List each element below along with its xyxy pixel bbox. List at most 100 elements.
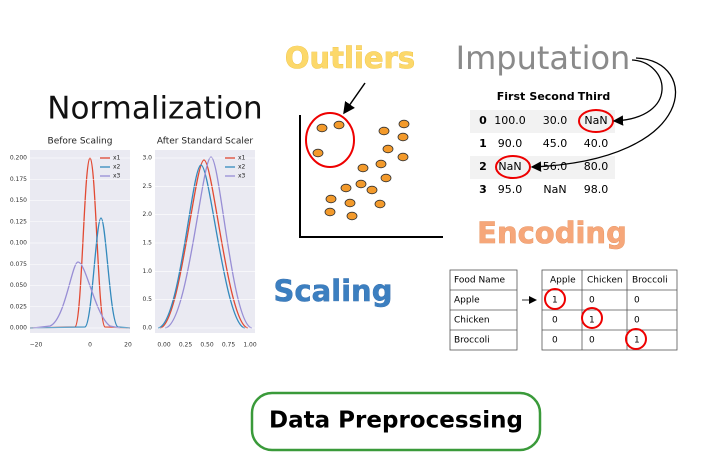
table-header: Apple xyxy=(550,276,576,286)
scatter-dots xyxy=(312,119,410,221)
table-header: Chicken xyxy=(587,276,623,286)
table-cell: Broccoli xyxy=(454,336,490,346)
table-header: Food Name xyxy=(454,276,505,286)
y-tick-label: 0.200 xyxy=(10,155,27,162)
table-cell: 0 xyxy=(479,114,487,127)
density-curve xyxy=(157,164,246,329)
plot-frame xyxy=(30,150,130,333)
x-tick-label: −20 xyxy=(30,342,43,349)
x-tick-label: 0.50 xyxy=(200,342,214,349)
table-cell: 3 xyxy=(479,183,487,196)
scatter-dot xyxy=(340,183,352,193)
scatter-dot xyxy=(346,211,358,221)
y-tick-label: 0.100 xyxy=(10,240,27,247)
arrow xyxy=(343,82,366,115)
scatter-dot xyxy=(312,148,324,158)
section-label: Encoding xyxy=(477,216,627,250)
highlight-circle xyxy=(495,155,531,179)
scatter-dot xyxy=(357,163,369,173)
legend-label: x1 xyxy=(113,155,121,162)
table-cell: 1 xyxy=(479,137,487,150)
legend-label: x2 xyxy=(113,164,121,171)
table-header: Broccoli xyxy=(632,276,668,286)
scatter-dot xyxy=(366,185,378,195)
y-tick-label: 0.175 xyxy=(10,176,27,183)
table-cell: 0 xyxy=(589,296,595,306)
scatter-dot xyxy=(324,207,336,217)
scatter-dot xyxy=(397,152,409,162)
x-tick-label: 1.00 xyxy=(243,342,257,349)
highlight-circle xyxy=(625,328,647,350)
y-tick-label: 2.5 xyxy=(142,183,152,190)
scatter-dot xyxy=(378,126,390,136)
section-label: Normalization xyxy=(47,91,262,127)
table-cell: 0 xyxy=(589,336,595,346)
table-cell: Chicken xyxy=(454,316,490,326)
y-tick-label: 1.0 xyxy=(142,268,152,275)
table-cell: 95.0 xyxy=(498,183,523,196)
y-tick-label: 0.150 xyxy=(10,197,27,204)
scatter-dot xyxy=(355,179,367,189)
table-cell: 0 xyxy=(634,316,640,326)
x-tick-label: 0.00 xyxy=(157,342,171,349)
legend-label: x1 xyxy=(238,155,246,162)
table-cell: 1 xyxy=(552,296,558,306)
table-cell: 98.0 xyxy=(584,183,609,196)
density-curve xyxy=(32,261,121,329)
scatter-dot xyxy=(397,132,409,142)
y-tick-label: 3.0 xyxy=(142,155,152,162)
plot-title: After Standard Scaler xyxy=(157,137,253,147)
scatter-dot xyxy=(325,194,337,204)
y-tick-label: 0.075 xyxy=(10,261,27,268)
scatter-dot xyxy=(380,173,392,183)
legend-label: x3 xyxy=(113,173,121,180)
scatter-dot xyxy=(316,123,328,133)
scatter-dot xyxy=(333,120,345,130)
table-cell: 0 xyxy=(552,316,558,326)
x-tick-label: 20 xyxy=(124,342,132,349)
plot-title: Before Scaling xyxy=(48,137,113,147)
title-box xyxy=(250,391,542,452)
section-label: Scaling xyxy=(274,274,393,308)
table-cell: 0 xyxy=(634,296,640,306)
column-header: Third xyxy=(578,90,610,103)
highlight-circle xyxy=(581,307,603,329)
legend-label: x2 xyxy=(238,164,246,171)
section-label: Imputation xyxy=(456,39,631,77)
x-tick-label: 0 xyxy=(88,342,92,349)
y-tick-label: 0.000 xyxy=(10,325,27,332)
row-stripe xyxy=(470,110,615,133)
table-cell: 100.0 xyxy=(494,114,526,127)
table-cell: 40.0 xyxy=(584,137,609,150)
legend-label: x3 xyxy=(238,173,246,180)
y-tick-label: 0.025 xyxy=(10,303,27,310)
arrow xyxy=(612,59,663,126)
scatter-dot xyxy=(382,144,394,154)
table-cell: NaN xyxy=(584,114,607,127)
table-cell: 30.0 xyxy=(543,114,568,127)
y-tick-label: 0.5 xyxy=(142,296,152,303)
table-cell: NaN xyxy=(498,160,521,173)
table-cell: 80.0 xyxy=(584,160,609,173)
table-cell: 1 xyxy=(634,336,640,346)
page-title: Data Preprocessing xyxy=(269,408,523,434)
scatter-axes xyxy=(299,115,443,238)
table-cell: 56.0 xyxy=(543,160,568,173)
scatter-dot xyxy=(375,159,387,169)
table-cell: 1 xyxy=(589,316,595,326)
scatter-dot xyxy=(344,198,356,208)
section-label: Outliers xyxy=(285,41,415,75)
y-tick-label: 1.5 xyxy=(142,240,152,247)
table-cell: 90.0 xyxy=(498,137,523,150)
y-tick-label: 2.0 xyxy=(142,211,152,218)
x-tick-label: 0.25 xyxy=(179,342,193,349)
y-tick-label: 0.050 xyxy=(10,282,27,289)
scatter-dot xyxy=(398,119,410,129)
table-cell: 0 xyxy=(552,336,558,346)
y-tick-label: 0.125 xyxy=(10,218,27,225)
table-cell: 2 xyxy=(479,160,487,173)
y-tick-label: 0.0 xyxy=(142,325,152,332)
highlight-circle xyxy=(305,112,355,168)
table-cell: NaN xyxy=(543,183,566,196)
